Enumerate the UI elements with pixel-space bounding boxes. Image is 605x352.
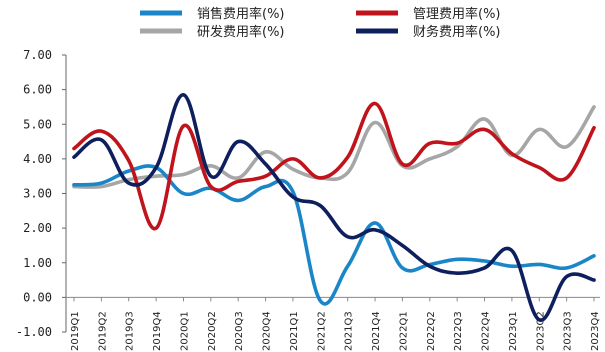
x-tick-label: 2020Q1 — [179, 311, 190, 351]
series-layer — [72, 93, 596, 322]
legend: 销售费用率(%) 管理费用率(%) 研发费用率(%) 财务费用率(%) — [140, 6, 501, 40]
x-tick-label: 2021Q2 — [316, 311, 327, 351]
x-tick-label: 2019Q4 — [152, 311, 163, 351]
x-tick-label: 2020Q2 — [207, 311, 218, 351]
x-tick-label: 2019Q3 — [125, 311, 136, 351]
y-tick-label: 6.00 — [23, 83, 52, 97]
x-tick-label: 2023Q1 — [508, 311, 519, 351]
y-tick-label: -1.00 — [16, 325, 52, 339]
x-tick-label: 2019Q1 — [70, 311, 81, 351]
y-tick-label: 3.00 — [23, 187, 52, 201]
x-tick-label: 2022Q3 — [453, 311, 464, 351]
x-tick-label: 2023Q2 — [535, 311, 546, 351]
x-tick-label: 2023Q3 — [563, 311, 574, 351]
x-tick-label: 2021Q1 — [289, 311, 300, 351]
legend-label: 管理费用率(%) — [413, 6, 501, 22]
legend-label: 财务费用率(%) — [413, 24, 501, 40]
y-axis: 7.00 6.00 5.00 4.00 3.00 2.00 1.00 0.00 -1.00 — [16, 48, 67, 339]
y-tick-label: 5.00 — [23, 117, 52, 131]
x-tick-label: 2020Q4 — [262, 311, 273, 351]
series-line — [72, 101, 596, 231]
x-tick-label: 2022Q2 — [426, 311, 437, 351]
y-tick-label: 0.00 — [23, 290, 52, 304]
series-line — [72, 93, 596, 322]
series-line — [72, 164, 596, 306]
x-tick-label: 2019Q2 — [97, 311, 108, 351]
x-axis: 2019Q1 2019Q2 2019Q3 2019Q4 2020Q1 2020Q2 2020… — [66, 296, 601, 351]
y-tick-label: 7.00 — [23, 48, 52, 62]
x-tick-label: 2023Q4 — [590, 311, 601, 351]
x-tick-label: 2021Q3 — [344, 311, 355, 351]
legend-label: 销售费用率(%) — [197, 6, 285, 22]
y-tick-label: 1.00 — [23, 256, 52, 270]
x-tick-label: 2022Q1 — [398, 311, 409, 351]
x-tick-label: 2022Q4 — [481, 311, 492, 351]
y-tick-label: 2.00 — [23, 221, 52, 235]
x-tick-label: 2021Q4 — [371, 311, 382, 351]
x-tick-label: 2020Q3 — [234, 311, 245, 351]
y-tick-label: 4.00 — [23, 152, 52, 166]
legend-label: 研发费用率(%) — [197, 24, 285, 40]
